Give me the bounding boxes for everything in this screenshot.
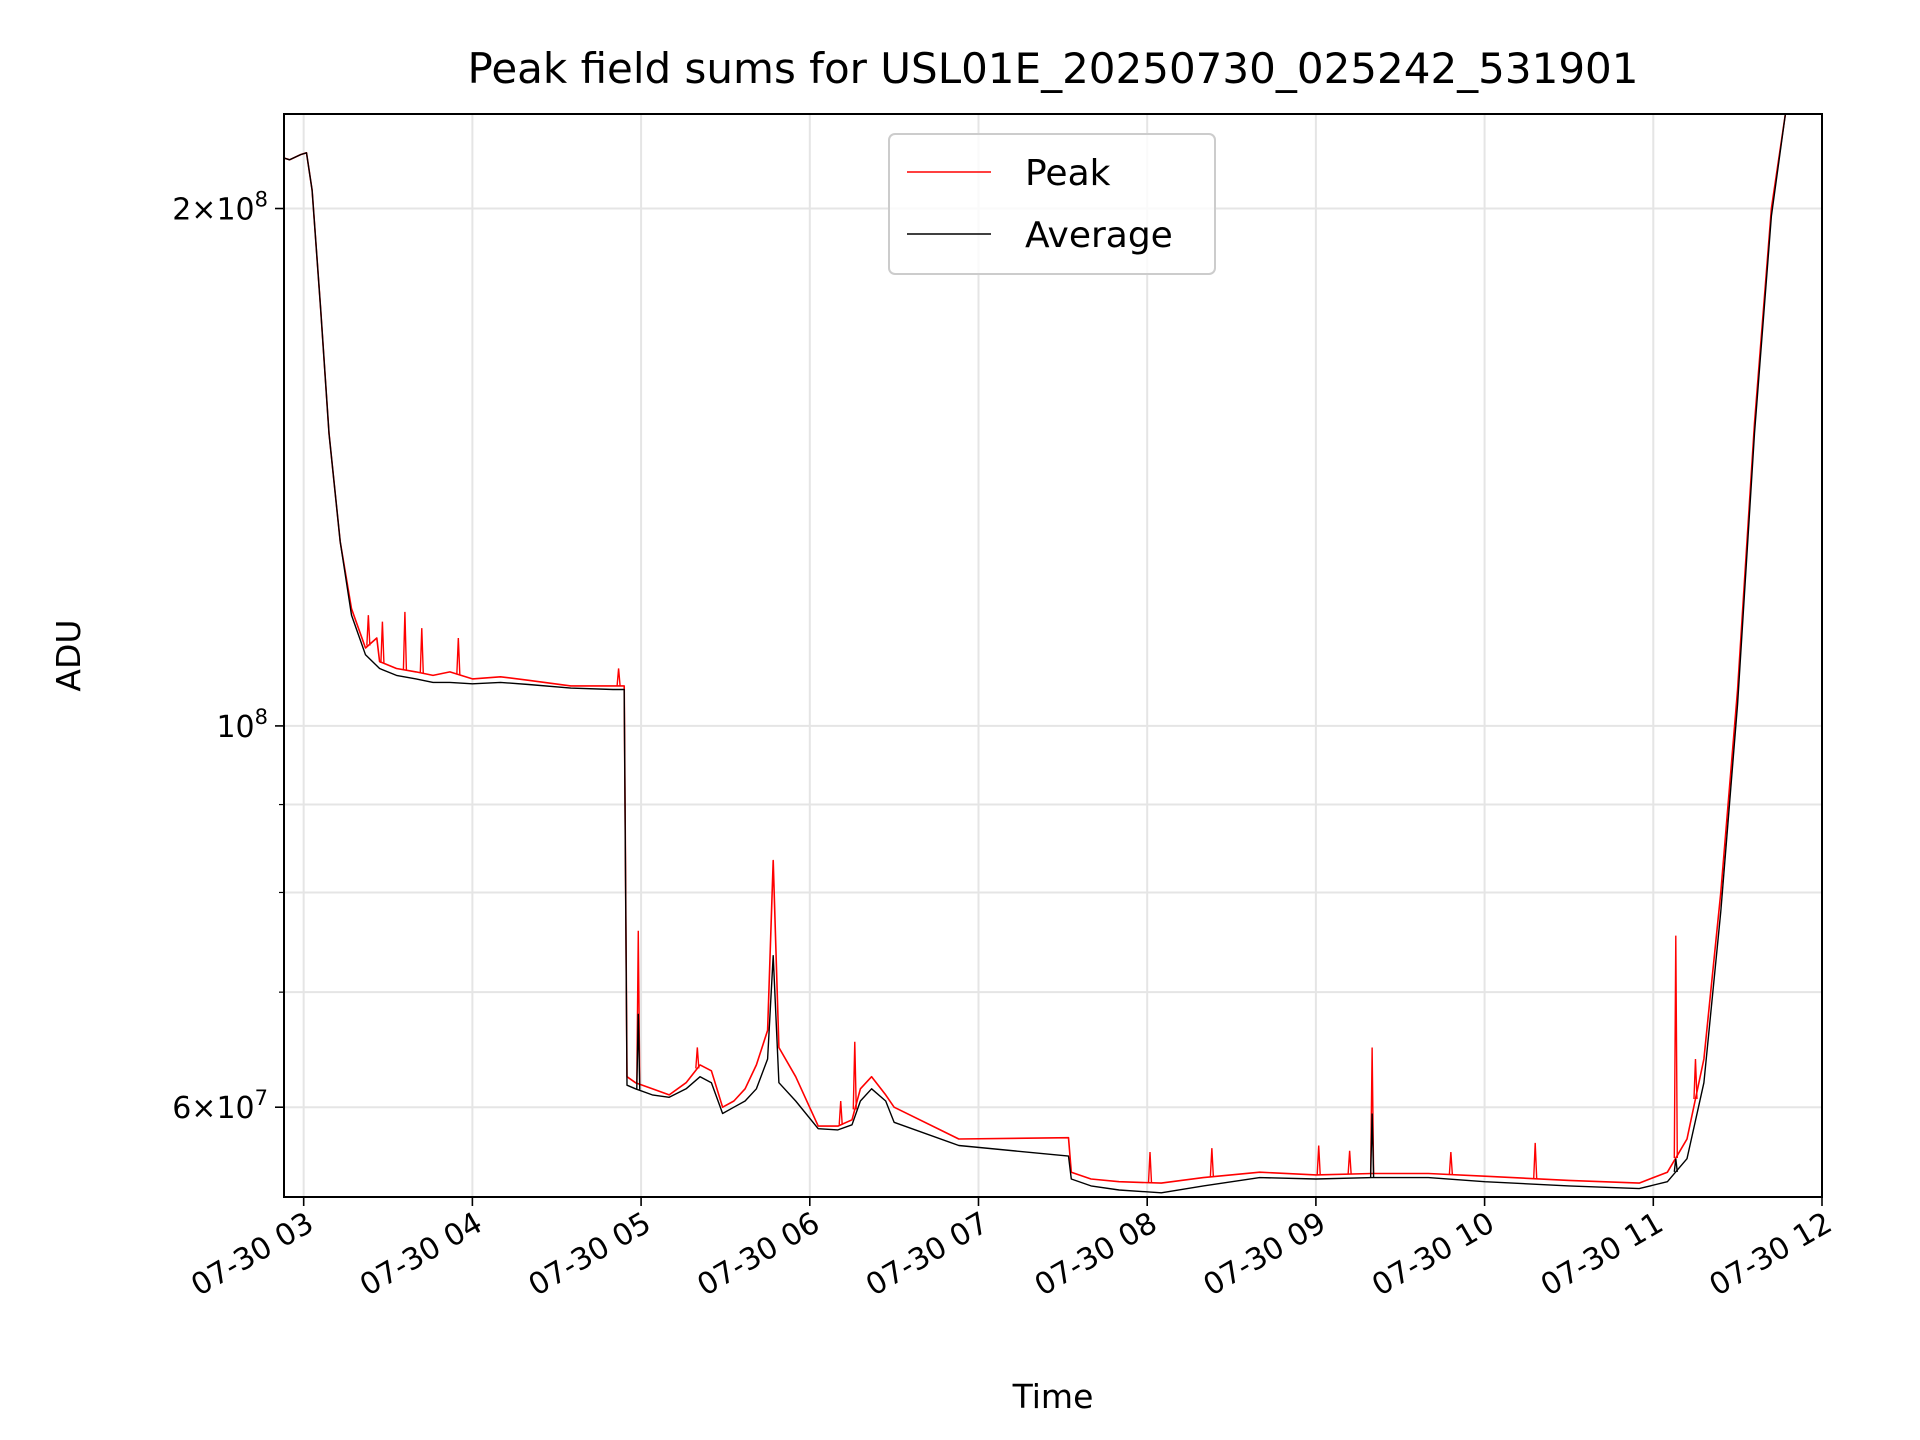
x-axis-label: Time (1012, 1377, 1094, 1416)
y-axis-ticks: 2×108 108 6×107 (172, 188, 284, 1126)
legend-label-average: Average (1025, 215, 1173, 256)
legend-box (888, 133, 1216, 275)
series-spike-peak (1209, 1148, 1215, 1177)
series-spike-peak (616, 668, 621, 687)
series-spike-peak (838, 1100, 843, 1125)
series-spike-peak (419, 628, 424, 674)
series-spike-peak (852, 1041, 857, 1110)
series-spike-peak (402, 611, 408, 670)
series-spike-average (636, 1013, 641, 1090)
series-group (284, 114, 1787, 1194)
series-spike-average (1369, 1113, 1375, 1178)
y-tick-label: 108 (216, 705, 268, 745)
legend: Peak Average (888, 133, 1216, 275)
chart-title: Peak field sums for USL01E_20250730_0252… (467, 44, 1638, 93)
series-spike-peak (1448, 1152, 1454, 1175)
series-spike-peak (1533, 1142, 1538, 1179)
series-spike-peak (1316, 1145, 1321, 1175)
series-lines (284, 114, 1787, 1194)
series-spike-peak (1347, 1150, 1352, 1175)
series-spike-peak (366, 615, 371, 646)
legend-label-peak: Peak (1025, 153, 1111, 194)
series-spike-peak (380, 621, 385, 663)
series-line-peak (284, 114, 1787, 1184)
series-spike-peak (456, 637, 461, 675)
y-axis-label: ADU (49, 619, 88, 691)
series-spike-peak (1147, 1152, 1153, 1183)
y-tick-label: 6×107 (172, 1086, 268, 1126)
y-tick-label: 2×108 (172, 188, 268, 228)
series-spike-peak (695, 1047, 700, 1069)
series-spike-peak (1693, 1059, 1698, 1100)
plot-frame (283, 113, 1823, 1198)
series-spike-average (1673, 1158, 1678, 1172)
series-spike-peak (1673, 935, 1678, 1158)
series-line-average (284, 114, 1787, 1194)
